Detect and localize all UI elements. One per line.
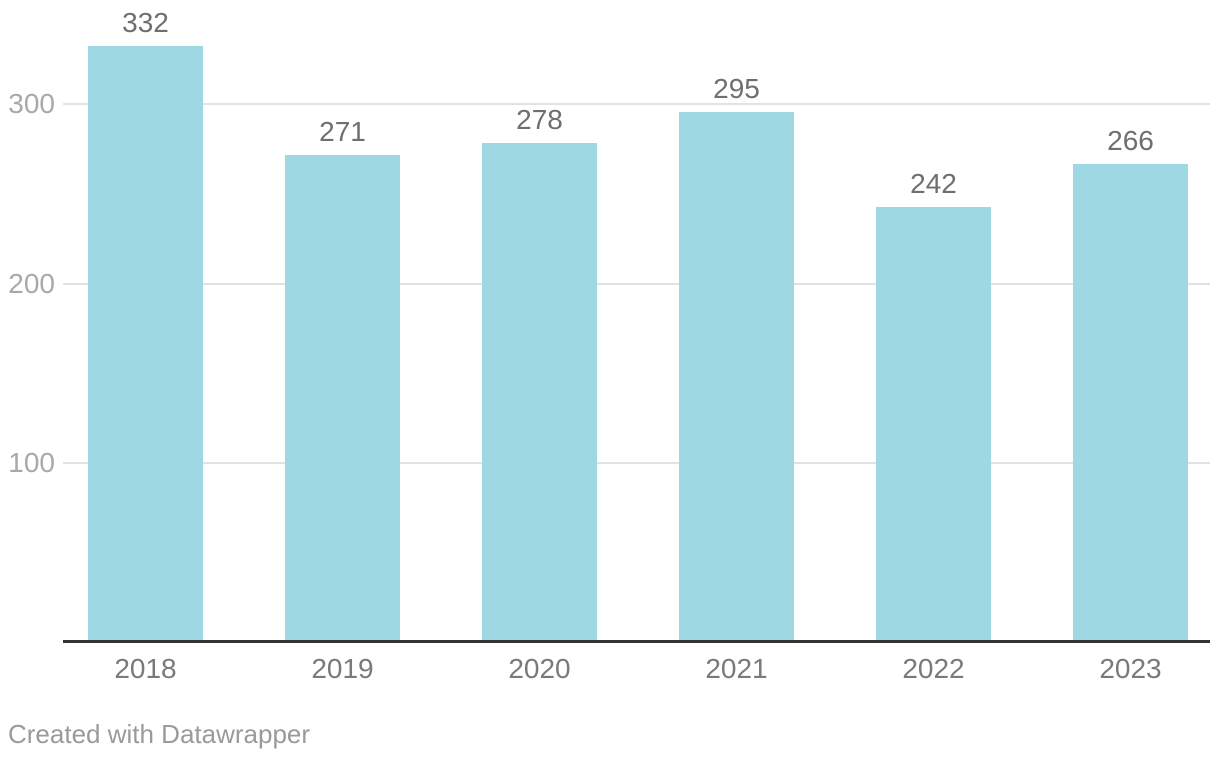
x-tick-label-2021: 2021 — [705, 653, 768, 684]
value-label-2020: 278 — [516, 104, 563, 135]
gridline-100 — [63, 462, 1210, 464]
x-axis-line — [63, 640, 1210, 643]
y-tick-label-300: 300 — [8, 88, 55, 119]
gridline-300 — [63, 103, 1210, 105]
x-tick-label-2020: 2020 — [508, 653, 571, 684]
chart-footer: Created with Datawrapper — [8, 718, 310, 750]
value-label-2021: 295 — [713, 73, 760, 104]
bar-2019[interactable] — [285, 155, 400, 642]
x-tick-label-2023: 2023 — [1099, 653, 1162, 684]
x-tick-label-2022: 2022 — [902, 653, 965, 684]
bar-2020[interactable] — [482, 143, 597, 642]
y-tick-label-200: 200 — [8, 268, 55, 299]
value-label-2019: 271 — [319, 116, 366, 147]
value-label-2022: 242 — [910, 168, 957, 199]
value-label-2023: 266 — [1107, 125, 1154, 156]
gridline-200 — [63, 283, 1210, 285]
x-tick-label-2019: 2019 — [311, 653, 374, 684]
bar-2018[interactable] — [88, 46, 203, 642]
bar-2021[interactable] — [679, 112, 794, 642]
bar-2022[interactable] — [876, 207, 991, 642]
value-label-2018: 332 — [122, 7, 169, 38]
datawrapper-attribution-link[interactable]: Created with Datawrapper — [8, 719, 311, 749]
y-tick-label-100: 100 — [8, 447, 55, 478]
x-tick-label-2018: 2018 — [114, 653, 177, 684]
bar-2023[interactable] — [1073, 164, 1188, 642]
